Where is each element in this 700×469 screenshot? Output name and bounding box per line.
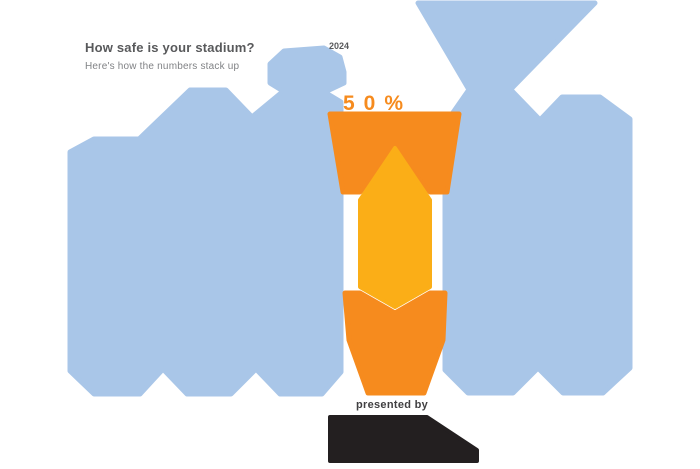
subheadline-text: Here's how the numbers stack up [85, 61, 240, 72]
arrow-base-shape [342, 290, 448, 396]
footer-caption-text: presented by [356, 399, 429, 411]
funnel-shape [415, 0, 598, 91]
corner-label-text: 2024 [329, 41, 350, 51]
stat-value-text: 50% [343, 92, 413, 115]
sponsor-logo-shape [328, 415, 479, 463]
arrow-shaft-shape [358, 146, 432, 309]
right-block-shape [442, 88, 633, 396]
summit-banner-shape [267, 45, 347, 94]
left-peaks-shape [67, 87, 344, 397]
headline-text: How safe is your stadium? [85, 40, 255, 55]
